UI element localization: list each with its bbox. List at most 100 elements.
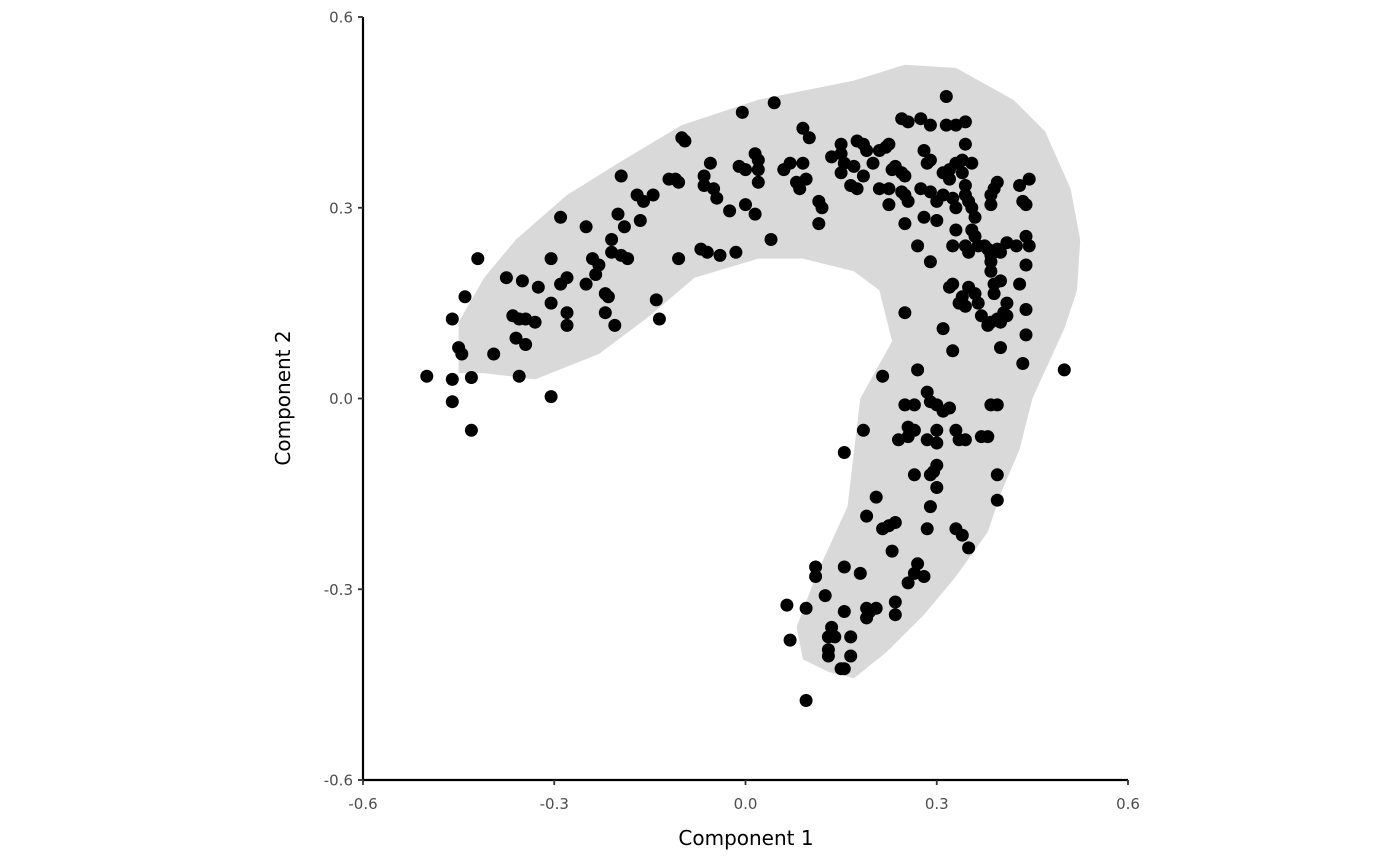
data-point [917,144,931,157]
data-point [946,277,960,291]
data-point [917,570,931,583]
data-point [888,608,902,622]
data-point [882,182,896,196]
data-point [955,166,969,180]
data-point [971,296,985,310]
data-point [452,341,466,355]
data-point [499,271,513,285]
data-point [930,481,944,494]
data-point [844,649,858,663]
data-point [920,522,934,536]
data-point [458,290,472,304]
data-point [914,112,928,126]
data-point [885,544,899,558]
region-layer [458,64,1081,679]
data-point [735,105,749,119]
data-point [605,233,619,246]
data-point [955,528,969,542]
data-point [946,191,960,205]
data-point [464,371,478,384]
data-point [799,172,813,186]
data-point [608,318,622,332]
data-point [780,598,794,612]
data-point [958,299,972,313]
data-point [917,210,931,224]
data-point [601,290,615,304]
data-point [617,220,631,234]
data-point [958,115,972,129]
data-point [751,163,765,177]
x-tick-label: -0.3 [540,795,569,813]
data-point [818,589,832,603]
data-point [464,423,478,437]
y-axis-title: Component 2 [271,330,295,465]
data-point [652,312,666,326]
data-point [528,315,542,329]
data-point [633,214,647,227]
data-point [1019,328,1033,342]
data-point [815,201,829,215]
y-tick-label: 0.3 [329,199,353,217]
data-point [860,144,874,157]
data-point [420,369,434,383]
data-point [984,255,998,269]
data-point [847,159,861,173]
data-point [445,395,459,409]
data-point [981,430,995,444]
data-point [958,179,972,192]
data-point [834,166,848,180]
data-point [445,312,459,326]
data-point [544,252,558,266]
data-point [1057,363,1071,377]
data-point [713,248,727,262]
data-point [860,509,874,523]
data-point [837,560,851,574]
data-point [994,274,1007,288]
data-point [1022,172,1036,186]
data-point [512,369,526,383]
data-point [579,277,593,291]
data-point [611,207,625,221]
data-point [930,458,944,472]
data-point [614,169,628,183]
data-point [898,169,912,183]
data-point [1019,258,1033,272]
data-point [965,156,979,170]
data-point [1019,198,1033,212]
data-point [923,255,937,269]
data-point [809,560,823,574]
data-point [672,175,686,189]
data-point [1009,239,1023,253]
data-point [589,268,603,281]
data-point [962,245,976,259]
data-point [700,245,714,259]
data-point [962,541,976,555]
data-point [907,468,921,482]
data-point [844,630,858,644]
data-point [943,172,956,186]
data-point [923,153,937,167]
data-point [968,210,982,224]
data-point [923,118,937,132]
data-point [834,137,848,151]
data-point [764,233,778,246]
data-point [987,287,1001,301]
data-point [901,430,915,444]
data-point [901,115,915,129]
data-point [445,372,459,386]
data-point [783,633,797,647]
data-point [856,169,870,183]
data-point [853,566,867,580]
data-point [710,191,724,205]
data-point [729,245,743,259]
data-point [930,214,944,227]
confidence-region [458,64,1081,679]
y-tick-label: 0.6 [329,9,353,27]
data-point [793,182,807,196]
data-point [898,306,912,320]
data-point [1013,277,1027,291]
data-point [901,194,915,208]
data-point [739,163,752,177]
data-point [560,318,574,332]
